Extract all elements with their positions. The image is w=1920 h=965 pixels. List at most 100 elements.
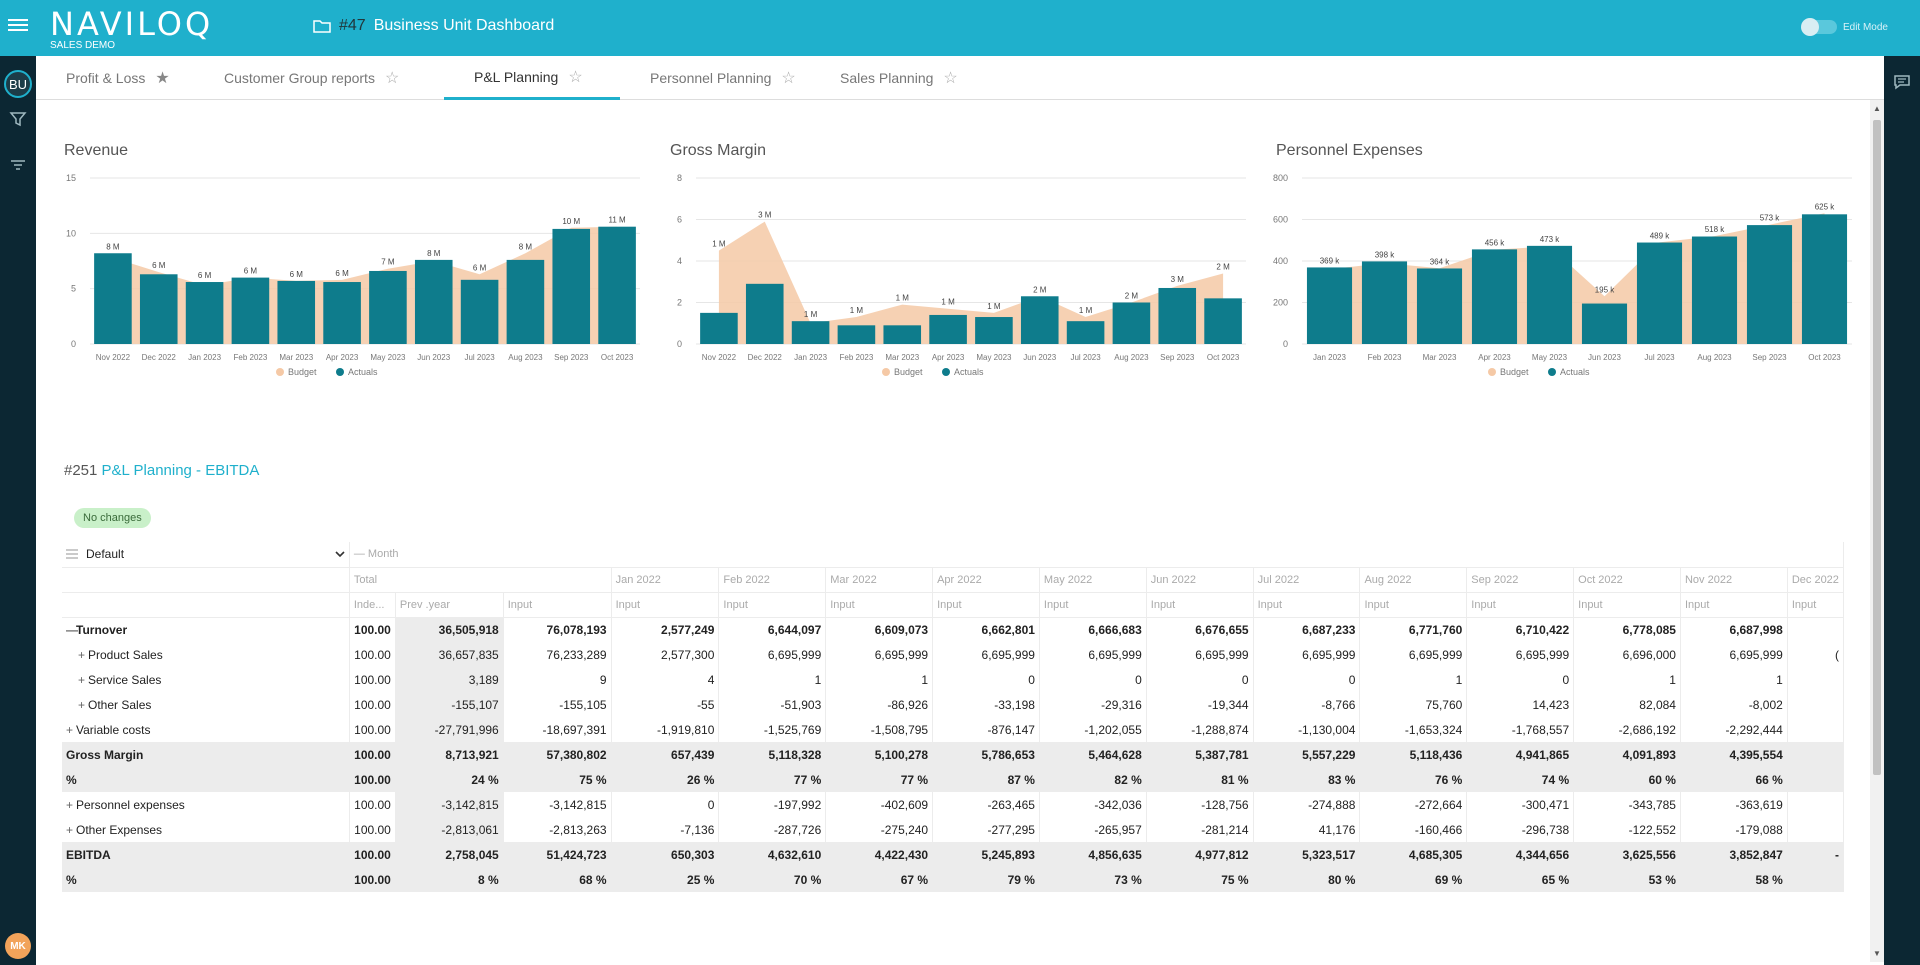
app-logo[interactable]: NAVILOQ bbox=[50, 5, 214, 43]
month-value-cell[interactable]: 4,977,812 bbox=[1146, 842, 1254, 867]
month-value-cell[interactable]: 0 bbox=[1146, 667, 1254, 692]
month-value-cell[interactable]: 6,662,801 bbox=[932, 617, 1040, 642]
expand-icon[interactable]: + bbox=[66, 822, 74, 837]
month-value-cell[interactable]: -86,926 bbox=[825, 692, 934, 717]
month-value-cell[interactable]: 6,676,655 bbox=[1146, 617, 1254, 642]
star-outline-icon[interactable]: ☆ bbox=[781, 70, 796, 87]
expand-icon[interactable]: + bbox=[78, 647, 86, 662]
month-value-cell[interactable]: 6,695,999 bbox=[1253, 642, 1361, 667]
month-value-cell[interactable]: -2,686,192 bbox=[1573, 717, 1681, 742]
scroll-down-arrow-icon[interactable]: ▼ bbox=[1873, 949, 1881, 958]
row-label[interactable]: + Service Sales bbox=[62, 667, 350, 692]
month-value-cell[interactable]: -1,919,810 bbox=[611, 717, 720, 742]
expand-icon[interactable]: + bbox=[78, 672, 86, 687]
month-value-cell[interactable]: 1 bbox=[1359, 667, 1468, 692]
month-value-cell[interactable]: 5,557,229 bbox=[1253, 742, 1361, 767]
month-value-cell[interactable] bbox=[1787, 817, 1845, 842]
chevron-down-icon[interactable] bbox=[335, 549, 345, 559]
month-value-cell[interactable]: 4,632,610 bbox=[718, 842, 827, 867]
month-value-cell[interactable]: 4,395,554 bbox=[1680, 742, 1788, 767]
month-value-cell[interactable]: -343,785 bbox=[1573, 792, 1681, 817]
month-value-cell[interactable]: 65 % bbox=[1466, 867, 1575, 892]
month-value-cell[interactable]: -7,136 bbox=[611, 817, 720, 842]
month-value-cell[interactable]: 6,609,073 bbox=[825, 617, 934, 642]
month-value-cell[interactable] bbox=[1787, 792, 1845, 817]
month-value-cell[interactable]: 6,695,999 bbox=[1466, 642, 1575, 667]
month-value-cell[interactable]: 77 % bbox=[825, 767, 934, 792]
month-value-cell[interactable]: 76 % bbox=[1359, 767, 1468, 792]
month-value-cell[interactable]: -265,957 bbox=[1039, 817, 1147, 842]
month-value-cell[interactable]: -263,465 bbox=[932, 792, 1040, 817]
month-value-cell[interactable]: -29,316 bbox=[1039, 692, 1147, 717]
month-value-cell[interactable]: 1 bbox=[825, 667, 934, 692]
month-value-cell[interactable] bbox=[1787, 767, 1845, 792]
month-value-cell[interactable]: 2,577,300 bbox=[611, 642, 720, 667]
month-value-cell[interactable]: 73 % bbox=[1039, 867, 1147, 892]
month-value-cell[interactable]: 83 % bbox=[1253, 767, 1361, 792]
month-value-cell[interactable] bbox=[1787, 742, 1845, 767]
month-value-cell[interactable]: 5,100,278 bbox=[825, 742, 934, 767]
row-label[interactable]: + Variable costs bbox=[62, 717, 350, 742]
month-value-cell[interactable]: 26 % bbox=[611, 767, 720, 792]
month-value-cell[interactable]: 5,118,436 bbox=[1359, 742, 1468, 767]
month-value-cell[interactable] bbox=[1787, 692, 1845, 717]
month-value-cell[interactable]: ( bbox=[1787, 642, 1845, 667]
month-value-cell[interactable]: -1,653,324 bbox=[1359, 717, 1468, 742]
month-value-cell[interactable]: 58 % bbox=[1680, 867, 1788, 892]
month-value-cell[interactable]: -128,756 bbox=[1146, 792, 1254, 817]
scroll-up-arrow-icon[interactable]: ▲ bbox=[1873, 104, 1881, 113]
month-value-cell[interactable]: 14,423 bbox=[1466, 692, 1575, 717]
month-value-cell[interactable]: 657,439 bbox=[611, 742, 720, 767]
vertical-scrollbar[interactable]: ▲ ▼ bbox=[1870, 100, 1884, 962]
month-value-cell[interactable]: 41,176 bbox=[1253, 817, 1361, 842]
month-value-cell[interactable] bbox=[1787, 617, 1845, 642]
month-value-cell[interactable] bbox=[1787, 667, 1845, 692]
month-value-cell[interactable]: 0 bbox=[1466, 667, 1575, 692]
month-value-cell[interactable]: -287,726 bbox=[718, 817, 827, 842]
month-value-cell[interactable]: 2,577,249 bbox=[611, 617, 720, 642]
tab-personnel-planning[interactable]: Personnel Planning ☆ bbox=[620, 56, 840, 100]
collapse-icon[interactable]: — bbox=[66, 622, 78, 637]
month-value-cell[interactable]: -1,130,004 bbox=[1253, 717, 1361, 742]
row-label[interactable]: + Other Sales bbox=[62, 692, 350, 717]
month-value-cell[interactable]: 77 % bbox=[718, 767, 827, 792]
hamburger-menu-icon[interactable] bbox=[8, 16, 28, 36]
month-value-cell[interactable]: 5,323,517 bbox=[1253, 842, 1361, 867]
month-value-cell[interactable]: 6,778,085 bbox=[1573, 617, 1681, 642]
row-label[interactable]: + Product Sales bbox=[62, 642, 350, 667]
month-value-cell[interactable]: 4,685,305 bbox=[1359, 842, 1468, 867]
month-value-cell[interactable]: -1,768,557 bbox=[1466, 717, 1575, 742]
month-value-cell[interactable]: 74 % bbox=[1466, 767, 1575, 792]
filter-list-icon[interactable] bbox=[9, 156, 27, 174]
month-value-cell[interactable]: 82,084 bbox=[1573, 692, 1681, 717]
month-value-cell[interactable]: 75 % bbox=[1146, 867, 1254, 892]
month-value-cell[interactable]: 3,852,847 bbox=[1680, 842, 1788, 867]
month-value-cell[interactable]: 70 % bbox=[718, 867, 827, 892]
month-value-cell[interactable]: 6,695,999 bbox=[1039, 642, 1147, 667]
month-value-cell[interactable]: 6,710,422 bbox=[1466, 617, 1575, 642]
toggle-switch[interactable] bbox=[1800, 18, 1837, 36]
month-value-cell[interactable]: 4 bbox=[611, 667, 720, 692]
month-value-cell[interactable]: 3,625,556 bbox=[1573, 842, 1681, 867]
month-value-cell[interactable]: -402,609 bbox=[825, 792, 934, 817]
month-value-cell[interactable]: 6,771,760 bbox=[1359, 617, 1468, 642]
month-value-cell[interactable]: 79 % bbox=[932, 867, 1040, 892]
month-value-cell[interactable]: 6,695,999 bbox=[932, 642, 1040, 667]
expand-icon[interactable]: + bbox=[66, 797, 74, 812]
month-value-cell[interactable]: -342,036 bbox=[1039, 792, 1147, 817]
month-value-cell[interactable]: -1,288,874 bbox=[1146, 717, 1254, 742]
month-value-cell[interactable]: 80 % bbox=[1253, 867, 1361, 892]
expand-icon[interactable]: + bbox=[78, 697, 86, 712]
star-filled-icon[interactable]: ★ bbox=[155, 70, 170, 87]
month-value-cell[interactable]: 4,941,865 bbox=[1466, 742, 1575, 767]
month-value-cell[interactable]: -33,198 bbox=[932, 692, 1040, 717]
filter-icon[interactable] bbox=[9, 110, 27, 128]
month-value-cell[interactable]: -179,088 bbox=[1680, 817, 1788, 842]
comment-icon[interactable] bbox=[1893, 74, 1911, 90]
month-value-cell[interactable]: - bbox=[1787, 842, 1845, 867]
month-value-cell[interactable]: 69 % bbox=[1359, 867, 1468, 892]
month-value-cell[interactable]: 4,091,893 bbox=[1573, 742, 1681, 767]
month-value-cell[interactable]: 25 % bbox=[611, 867, 720, 892]
month-value-cell[interactable]: 0 bbox=[611, 792, 720, 817]
month-value-cell[interactable]: 6,687,998 bbox=[1680, 617, 1788, 642]
